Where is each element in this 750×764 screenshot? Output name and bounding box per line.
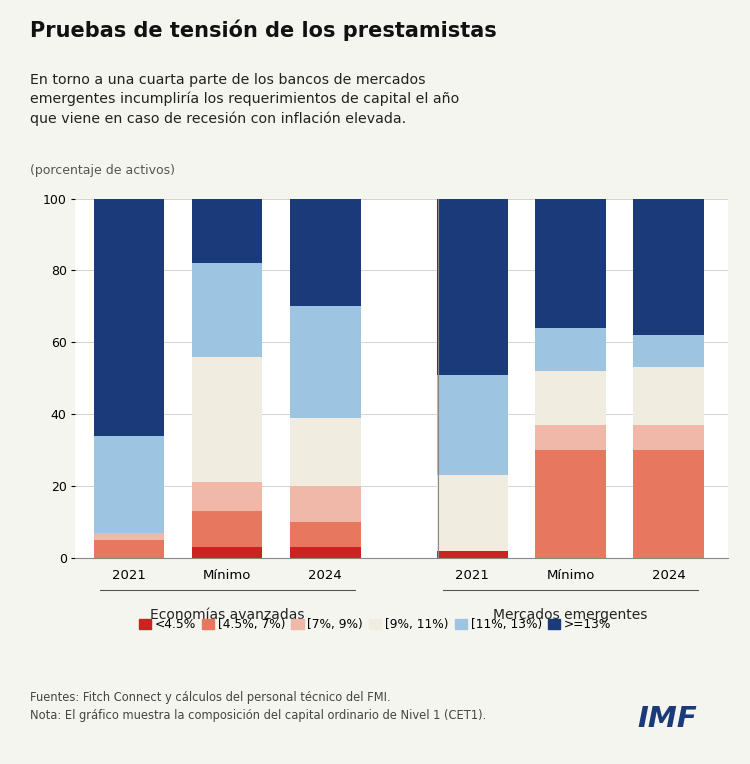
Bar	[192, 264, 262, 357]
Bar	[192, 482, 262, 511]
Bar	[536, 425, 606, 450]
Bar	[633, 450, 704, 558]
Legend: <4.5%, [4.5%, 7%), [7%, 9%), [9%, 11%), [11%, 13%), >=13%: <4.5%, [4.5%, 7%), [7%, 9%), [9%, 11%), …	[134, 613, 616, 636]
Bar	[536, 371, 606, 425]
Bar	[633, 425, 704, 450]
Text: Fuentes: Fitch Connect y cálculos del personal técnico del FMI.
Nota: El gráfico: Fuentes: Fitch Connect y cálculos del pe…	[30, 691, 486, 723]
Bar	[437, 551, 508, 558]
Text: Pruebas de tensión de los prestamistas: Pruebas de tensión de los prestamistas	[30, 19, 496, 40]
Bar	[94, 199, 164, 435]
Text: Mercados emergentes: Mercados emergentes	[494, 608, 648, 622]
Bar	[633, 367, 704, 425]
Bar	[290, 486, 361, 522]
Bar	[192, 199, 262, 264]
Text: IMF: IMF	[638, 705, 698, 733]
Bar	[94, 539, 164, 558]
Bar	[437, 199, 508, 374]
Bar	[290, 522, 361, 547]
Bar	[192, 511, 262, 547]
Bar	[94, 533, 164, 539]
Bar	[536, 328, 606, 371]
Bar	[290, 418, 361, 486]
Bar	[437, 475, 508, 551]
Bar	[633, 335, 704, 367]
Bar	[94, 435, 164, 533]
Bar	[290, 199, 361, 306]
Bar	[633, 199, 704, 335]
Bar	[290, 306, 361, 418]
Bar	[192, 357, 262, 482]
Bar	[290, 547, 361, 558]
Bar	[536, 450, 606, 558]
Bar	[437, 374, 508, 475]
Text: Economías avanzadas: Economías avanzadas	[150, 608, 304, 622]
Bar	[192, 547, 262, 558]
Bar	[536, 199, 606, 328]
Text: En torno a una cuarta parte de los bancos de mercados
emergentes incumpliría los: En torno a una cuarta parte de los banco…	[30, 73, 459, 126]
Text: (porcentaje de activos): (porcentaje de activos)	[30, 164, 175, 177]
